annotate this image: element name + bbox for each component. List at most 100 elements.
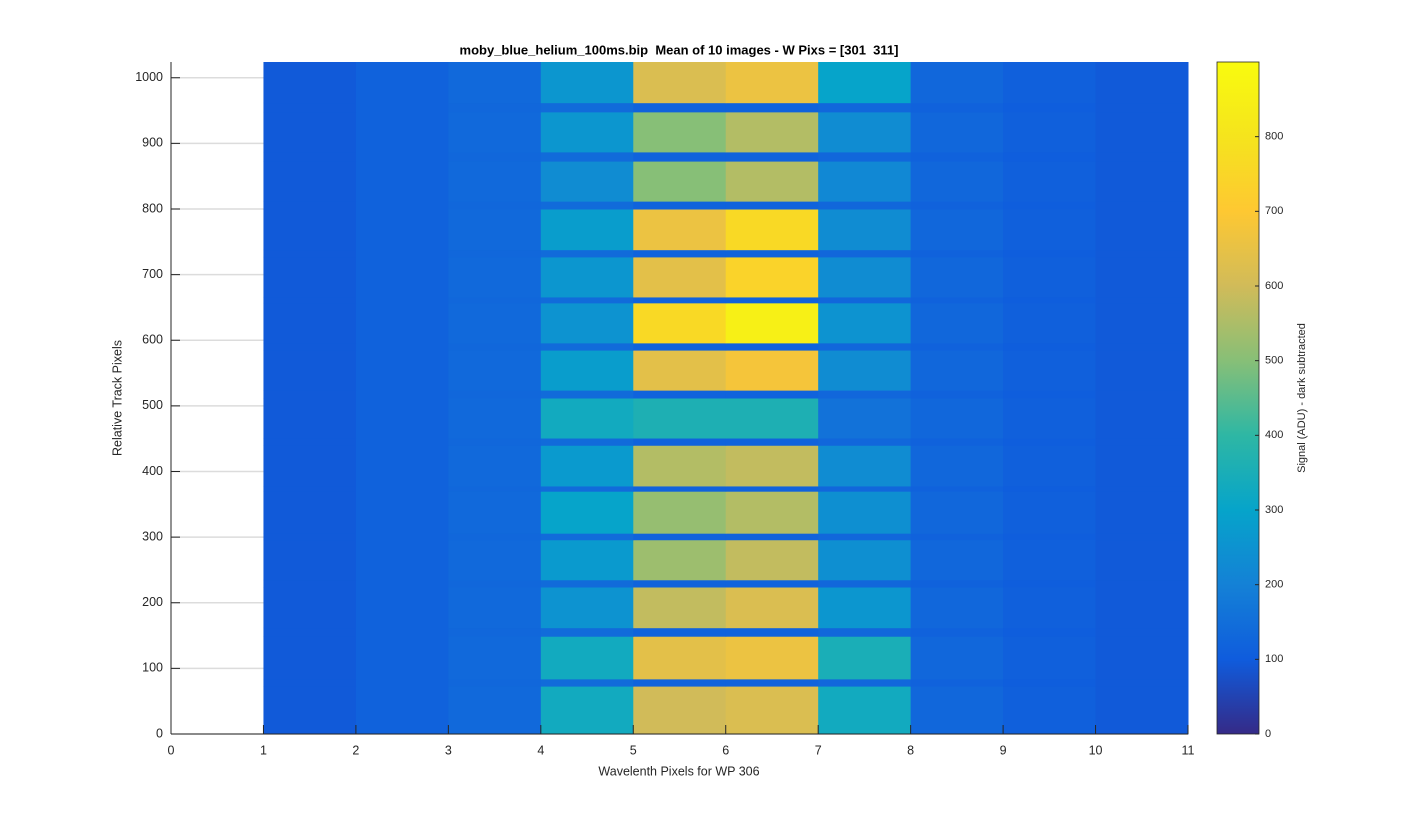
heatmap-cell [818,201,912,210]
heatmap-cell [633,398,727,439]
heatmap-cell [448,627,542,637]
heatmap-cell [263,111,357,153]
heatmap-cell [540,342,634,351]
heatmap-cell [448,342,542,351]
heatmap-cell [355,342,449,351]
heatmap-cell [725,627,819,637]
heatmap-cell [540,686,634,735]
heatmap-cell [448,201,542,210]
heatmap-cell [263,636,357,680]
heatmap-cell [263,438,357,446]
heatmap-cell [1095,62,1189,104]
heatmap-cell [540,678,634,687]
heatmap-cell [633,438,727,446]
heatmap-cell [818,398,912,439]
y-tick-label: 1000 [135,70,163,84]
heatmap-cell [633,491,727,534]
heatmap-cell [1095,533,1189,541]
heatmap-cell [725,579,819,588]
heatmap-cell [725,485,819,492]
heatmap-cell [540,390,634,399]
heatmap-cell [1095,587,1189,629]
heatmap-cell [725,102,819,113]
heatmap-cell [633,579,727,588]
heatmap-cell [1003,350,1097,391]
heatmap-cell [1095,302,1189,344]
heatmap-cell [540,438,634,446]
heatmap-cell [263,161,357,202]
x-tick-label: 7 [815,743,822,757]
heatmap-cell [263,209,357,251]
heatmap-cell [910,533,1004,541]
heatmap-cell [1003,302,1097,344]
heatmap-cell [263,686,357,735]
heatmap-cell [1095,161,1189,202]
heatmap-cell [910,445,1004,487]
heatmap-cell [263,350,357,391]
heatmap-cell [725,398,819,439]
heatmap-cell [448,256,542,298]
heatmap-cell [633,342,727,351]
y-axis-label: Relative Track Pixels [110,340,124,456]
heatmap-cell [263,62,357,104]
heatmap-cell [1095,296,1189,304]
heatmap-cell [910,636,1004,680]
colorbar-tick-label: 100 [1265,653,1283,665]
heatmap-cell [633,102,727,113]
heatmap-cell [910,102,1004,113]
heatmap-cell [355,491,449,534]
colorbar-tick-label: 600 [1265,280,1283,292]
heatmap-cell [725,151,819,162]
heatmap-cell [1095,390,1189,399]
heatmap-cell [1003,579,1097,588]
heatmap-cell [725,491,819,534]
heatmap-cell [355,533,449,541]
x-tick-label: 8 [907,743,914,757]
heatmap-cell [263,249,357,258]
heatmap-cell [633,678,727,687]
x-tick-label: 6 [722,743,729,757]
heatmap-cell [1095,209,1189,251]
heatmap-cell [263,491,357,534]
heatmap-cell [1095,102,1189,113]
heatmap-cell [355,62,449,104]
heatmap-cell [448,587,542,629]
heatmap-cell [448,151,542,162]
y-tick-label: 800 [142,201,163,215]
colorbar-label: Signal (ADU) - dark subtracted [1296,323,1308,473]
heatmap-cell [1003,161,1097,202]
heatmap-cell [910,151,1004,162]
heatmap-cell [725,539,819,581]
colorbar-tick-label: 200 [1265,579,1283,591]
heatmap-cell [355,209,449,251]
heatmap-cell [910,209,1004,251]
colorbar-tick-label: 400 [1265,429,1283,441]
heatmap-cell [1003,686,1097,735]
heatmap-cell [1003,491,1097,534]
heatmap-cell [725,302,819,344]
x-tick-label: 1 [260,743,267,757]
heatmap-cell [448,485,542,492]
heatmap-cell [1003,296,1097,304]
heatmap-cell [818,62,912,104]
heatmap-cell [1095,256,1189,298]
heatmap-cell [1003,390,1097,399]
heatmap-cell [1003,111,1097,153]
heatmap-cell [910,256,1004,298]
heatmap-cell [725,438,819,446]
heatmap-cell [725,533,819,541]
heatmap-cell [448,533,542,541]
heatmap-cell [448,302,542,344]
heatmap-cell [355,350,449,391]
heatmap-cell [1003,209,1097,251]
heatmap-cell [818,111,912,153]
heatmap-cell [1095,342,1189,351]
y-tick-label: 200 [142,595,163,609]
heatmap-cell [355,398,449,439]
heatmap-cell [540,151,634,162]
heatmap-cell [1003,636,1097,680]
x-tick-label: 9 [1000,743,1007,757]
heatmap-cell [448,579,542,588]
heatmap-cell [725,201,819,210]
y-tick-label: 700 [142,267,163,281]
